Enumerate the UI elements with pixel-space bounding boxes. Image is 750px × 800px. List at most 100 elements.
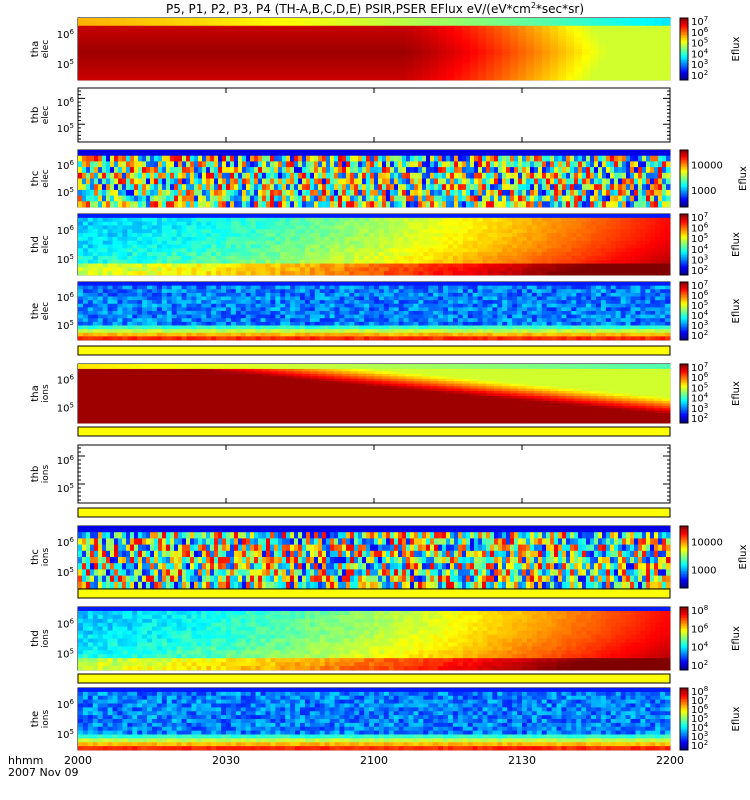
- heat-cell: [118, 18, 127, 21]
- heat-cell: [586, 178, 591, 185]
- heat-cell: [218, 150, 223, 157]
- heat-cell: [240, 240, 247, 245]
- heat-cell: [118, 36, 127, 40]
- heat-cell: [378, 240, 385, 245]
- heat-cell: [102, 64, 111, 68]
- heat-cell: [270, 189, 275, 196]
- heat-cell: [662, 33, 671, 37]
- heat-cell: [364, 221, 370, 226]
- heat-cell: [582, 178, 587, 185]
- heat-cell: [278, 49, 287, 52]
- heat-cell: [158, 33, 167, 37]
- heat-cell: [467, 240, 474, 245]
- heat-cell: [110, 150, 115, 157]
- heat-cell: [92, 221, 99, 226]
- heat-cell: [626, 195, 631, 202]
- heat-cell: [428, 229, 434, 234]
- heat-cell: [470, 61, 479, 65]
- heat-cell: [486, 161, 491, 168]
- heat-cell: [662, 172, 667, 179]
- heat-cell: [582, 201, 587, 208]
- heat-cell: [132, 271, 138, 276]
- heat-cell: [201, 225, 207, 230]
- heat-cell: [230, 259, 237, 264]
- heat-cell: [382, 72, 391, 76]
- heat-cell: [110, 155, 115, 162]
- heat-cell: [250, 229, 256, 234]
- heat-cell: [201, 248, 207, 253]
- heat-cell: [467, 259, 474, 264]
- heat-cell: [618, 189, 623, 196]
- heat-cell: [534, 161, 539, 168]
- heat-cell: [558, 155, 563, 162]
- heat-cell: [174, 69, 183, 73]
- heat-cell: [438, 61, 447, 65]
- heat-cell: [470, 51, 479, 55]
- heat-cell: [78, 23, 87, 27]
- heat-cell: [398, 244, 404, 249]
- heat-cell: [191, 221, 197, 226]
- heat-cell: [510, 74, 519, 78]
- heat-cell: [222, 30, 231, 34]
- heat-cell: [566, 36, 575, 40]
- heat-cell: [462, 259, 469, 264]
- heat-cell: [158, 178, 163, 185]
- heat-cell: [196, 221, 202, 226]
- heat-cell: [300, 217, 306, 223]
- heat-cell: [422, 74, 431, 78]
- heat-cell: [358, 54, 367, 58]
- heat-cell: [304, 263, 311, 268]
- heat-cell: [364, 217, 370, 223]
- heat-cell: [266, 172, 271, 179]
- heat-cell: [478, 178, 483, 185]
- heat-cell: [478, 20, 487, 24]
- heat-cell: [78, 59, 87, 63]
- heat-cell: [122, 155, 127, 162]
- heat-cell: [300, 229, 306, 234]
- heat-cell: [502, 150, 507, 157]
- heat-cell: [294, 18, 303, 21]
- heat-cell: [190, 38, 199, 42]
- heat-cell: [127, 248, 133, 253]
- heat-cell: [369, 267, 375, 272]
- heat-cell: [326, 201, 331, 208]
- heat-cell: [246, 41, 255, 45]
- heat-cell: [402, 201, 407, 208]
- heat-cell: [118, 184, 123, 191]
- heat-cell: [542, 64, 551, 68]
- heat-cell: [206, 184, 211, 191]
- heat-cell: [122, 263, 128, 268]
- heat-cell: [382, 25, 391, 29]
- heat-cell: [634, 201, 639, 208]
- heat-cell: [240, 263, 247, 268]
- colorbar-swatch: [680, 271, 688, 274]
- heat-cell: [398, 43, 407, 47]
- heat-cell: [374, 155, 379, 162]
- heat-cell: [654, 72, 663, 76]
- heat-cell: [126, 51, 135, 55]
- heat-cell: [510, 184, 515, 191]
- heat-cell: [630, 184, 635, 191]
- heat-cell: [94, 54, 103, 58]
- heat-cell: [78, 217, 84, 223]
- heat-cell: [630, 49, 639, 52]
- heat-cell: [518, 43, 527, 47]
- heat-cell: [428, 263, 434, 268]
- heat-cell: [482, 221, 488, 226]
- heat-cell: [166, 271, 173, 276]
- heat-cell: [142, 30, 151, 34]
- heat-cell: [350, 77, 359, 81]
- heat-cell: [147, 221, 153, 226]
- heat-cell: [290, 214, 296, 219]
- heat-cell: [150, 178, 155, 185]
- heat-cell: [222, 25, 231, 29]
- heat-cell: [438, 74, 447, 78]
- heat-cell: [280, 248, 286, 253]
- heat-cell: [558, 161, 563, 168]
- heat-cell: [518, 61, 527, 65]
- heat-cell: [186, 244, 192, 249]
- heat-cell: [646, 161, 651, 168]
- heat-cell: [334, 229, 340, 234]
- heat-cell: [211, 255, 217, 261]
- heat-cell: [487, 271, 493, 276]
